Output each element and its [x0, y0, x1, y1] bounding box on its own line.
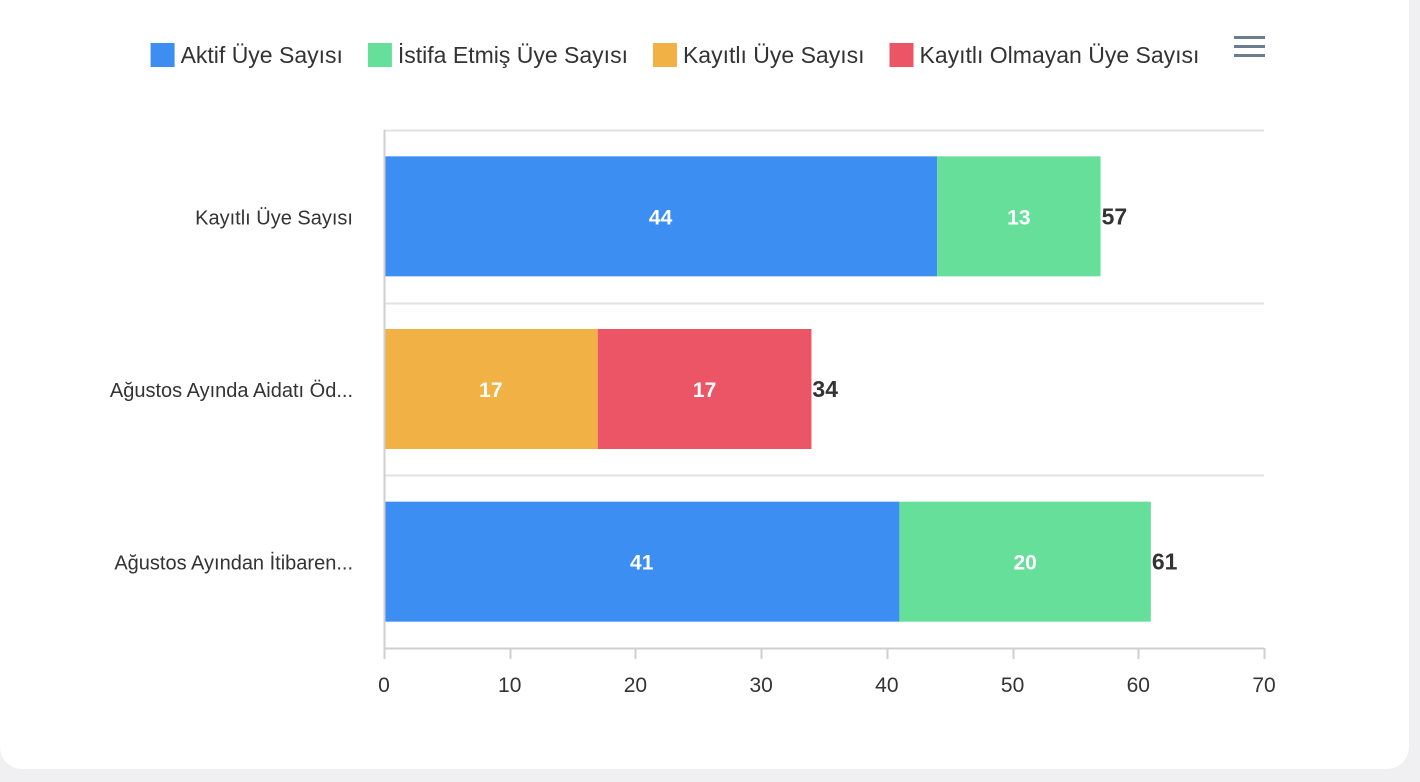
x-tick-label: 40: [875, 674, 898, 697]
x-tick-label: 70: [1252, 674, 1275, 697]
legend-item-aktif-uye-sayisi[interactable]: Aktif Üye Sayısı: [150, 42, 343, 68]
bar-aktif-uye-sayisi: [384, 501, 900, 622]
total-label: 61: [1152, 549, 1178, 575]
x-tick-label: 0: [378, 674, 390, 697]
bar-kayitli-olmayan-uye-sayisi: [597, 329, 812, 449]
data-label: 41: [630, 552, 654, 575]
legend: Aktif Üye Sayısı İstifa Etmiş Üye Sayısı K…: [150, 42, 1199, 68]
axes: 0 10 20 30 40 50 60 70: [378, 130, 1276, 697]
legend-label: Aktif Üye Sayısı: [181, 42, 343, 68]
legend-item-kayitli-uye-sayisi[interactable]: Kayıtlı Üye Sayısı: [652, 42, 865, 68]
data-label: 17: [693, 379, 716, 402]
bars: [384, 156, 1151, 622]
data-label: 13: [1007, 206, 1030, 229]
legend-label: Kayıtlı Üye Sayısı: [683, 42, 865, 68]
legend-label: Kayıtlı Olmayan Üye Sayısı: [919, 42, 1199, 68]
chart-card: Aktif Üye Sayısı İstifa Etmiş Üye Sayısı K…: [0, 0, 1409, 769]
chart-menu-button[interactable]: [1228, 30, 1270, 64]
chart-svg: Aktif Üye Sayısı İstifa Etmiş Üye Sayısı K…: [110, 30, 1276, 697]
legend-swatch: [889, 43, 914, 67]
total-label: 34: [812, 376, 838, 402]
bar-istifa-etmis-uye-sayisi: [937, 156, 1101, 277]
legend-swatch: [150, 43, 175, 67]
legend-swatch: [367, 43, 392, 67]
x-tick-label: 30: [749, 674, 772, 697]
legend-item-kayitli-olmayan-uye-sayisi[interactable]: Kayıtlı Olmayan Üye Sayısı: [889, 42, 1199, 68]
x-tick-label: 50: [1001, 674, 1024, 697]
labels: 44 13 57 Kayıtlı Üye Sayısı 17 17 34 Ağustos Ay…: [110, 203, 1178, 574]
data-label: 20: [1013, 552, 1036, 575]
bar-aktif-uye-sayisi: [384, 156, 938, 277]
data-label: 44: [649, 206, 673, 229]
category-label: Ağustos Ayından İtibaren...: [114, 552, 353, 575]
category-label: Kayıtlı Üye Sayısı: [195, 207, 353, 229]
x-tick-label: 20: [624, 674, 647, 697]
legend-item-istifa-etmis-uye-sayisi[interactable]: İstifa Etmiş Üye Sayısı: [367, 42, 628, 68]
data-label: 17: [479, 379, 502, 402]
legend-swatch: [652, 43, 677, 67]
bar-kayitli-uye-sayisi: [384, 329, 598, 449]
x-tick-label: 60: [1127, 674, 1150, 697]
bar-istifa-etmis-uye-sayisi: [899, 501, 1151, 622]
category-label: Ağustos Ayında Aidatı Öd...: [110, 380, 353, 402]
legend-label: İstifa Etmiş Üye Sayısı: [398, 42, 628, 68]
x-tick-label: 10: [498, 674, 521, 697]
hamburger-menu-icon: [1234, 36, 1265, 57]
total-label: 57: [1102, 203, 1128, 229]
grid-lines: [384, 129, 1264, 477]
